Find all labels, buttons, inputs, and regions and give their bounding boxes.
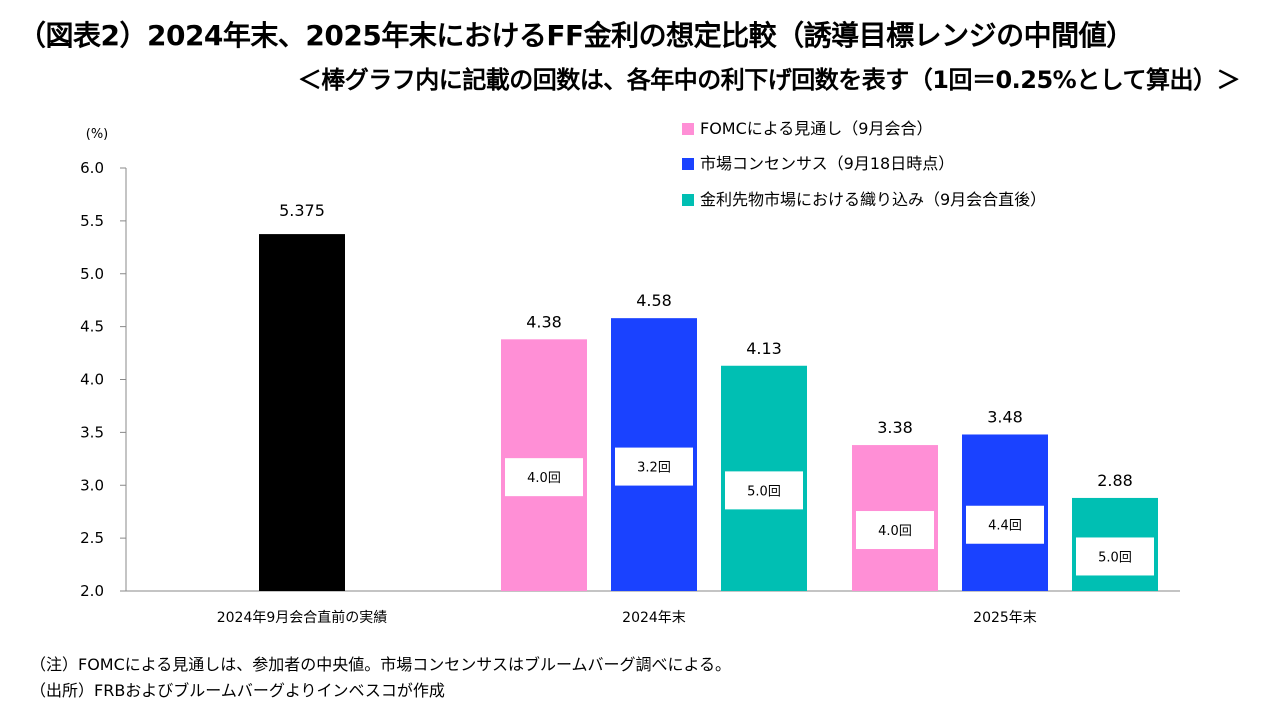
cut-count-box — [1076, 537, 1154, 576]
legend-swatch-futures — [682, 194, 694, 206]
y-tick-label: 4.0 — [80, 371, 104, 389]
data-label-fomc: 3.38 — [877, 418, 913, 437]
cut-count-label: 3.2回 — [637, 461, 671, 476]
data-label-fomc: 4.38 — [526, 312, 562, 331]
y-tick-label: 2.5 — [80, 529, 104, 547]
cut-count-label: 4.0回 — [878, 524, 912, 539]
data-label-actual: 5.375 — [279, 201, 325, 220]
cut-count-box — [505, 458, 583, 497]
x-category-label: 2025年末 — [973, 610, 1037, 626]
page-title: （図表2）2024年末、2025年末におけるFF金利の想定比較（誘導目標レンジの… — [18, 19, 1134, 52]
y-tick-label: 3.0 — [80, 476, 104, 494]
bar-actual — [259, 234, 345, 591]
y-tick-label: 3.5 — [80, 423, 104, 441]
page-subtitle: ＜棒グラフ内に記載の回数は、各年中の利下げ回数を表す（1回＝0.25%として算出… — [297, 66, 1241, 94]
x-category-label: 2024年9月会合直前の実績 — [217, 609, 388, 626]
cut-count-label: 4.0回 — [527, 471, 561, 486]
data-label-futures: 4.13 — [746, 339, 782, 358]
y-axis-unit: (%) — [86, 127, 109, 142]
y-tick-label: 5.0 — [80, 265, 104, 283]
cut-count-label: 5.0回 — [1098, 550, 1132, 565]
cut-count-box — [856, 511, 934, 550]
cut-count-box — [725, 471, 803, 510]
x-category-label: 2024年末 — [622, 610, 686, 626]
cut-count-label: 4.4回 — [988, 519, 1022, 534]
y-tick-label: 6.0 — [80, 159, 104, 177]
cut-count-box — [966, 505, 1044, 544]
y-tick-label: 5.5 — [80, 212, 104, 230]
legend-swatch-consensus — [682, 158, 694, 170]
legend-label-fomc: FOMCによる見通し（9月会合） — [700, 119, 932, 138]
source-line: （出所）FRBおよびブルームバーグよりインベスコが作成 — [30, 681, 445, 700]
cut-count-label: 5.0回 — [747, 484, 781, 499]
legend-label-futures: 金利先物市場における織り込み（9月会合直後） — [700, 190, 1046, 209]
data-label-consensus: 4.58 — [636, 291, 672, 310]
legend-swatch-fomc — [682, 123, 694, 135]
data-label-consensus: 3.48 — [987, 407, 1023, 426]
y-tick-label: 4.5 — [80, 318, 104, 336]
data-label-futures: 2.88 — [1097, 471, 1133, 490]
note-line: （注）FOMCによる見通しは、参加者の中央値。市場コンセンサスはブルームバーグ調… — [30, 655, 732, 674]
y-tick-label: 2.0 — [80, 582, 104, 600]
footnotes: （注）FOMCによる見通しは、参加者の中央値。市場コンセンサスはブルームバーグ調… — [30, 652, 731, 704]
cut-count-box — [615, 447, 693, 486]
legend-label-consensus: 市場コンセンサス（9月18日時点） — [700, 154, 954, 173]
